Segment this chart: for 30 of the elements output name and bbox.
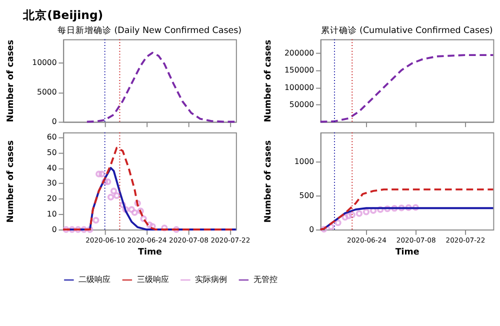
y-tick-label: 60 <box>46 132 57 142</box>
y-tick-label: 150000 <box>284 66 314 75</box>
y-tick-label: 0 <box>52 117 57 126</box>
y-tick-label: 1000 <box>294 157 314 166</box>
y-axis-title: Number of cases <box>6 140 16 223</box>
y-tick-label: 200000 <box>284 48 314 58</box>
y-tick-label: 0 <box>52 224 57 234</box>
x-axis-title: Time <box>395 247 420 258</box>
x-axis-title: Time <box>138 247 162 258</box>
text: 北京(Beijing) <box>22 8 104 22</box>
legend-label: 实际病例 <box>195 274 228 284</box>
y-tick-label: 20 <box>46 194 57 204</box>
y-tick-label: 50 <box>46 148 57 157</box>
y-axis-title: Number of cases <box>263 40 274 122</box>
legend-label: 三级响应 <box>136 274 169 284</box>
y-tick-label: 30 <box>46 178 57 188</box>
y-tick-label: 100000 <box>284 82 314 92</box>
y-axis-title: Number of cases <box>263 140 274 223</box>
chart-title: 每日新增确诊 (Daily New Confirmed Cases) <box>57 24 242 36</box>
legend-label: 二级响应 <box>78 274 111 284</box>
y-tick-label: 0 <box>309 224 314 234</box>
y-tick-label: 10 <box>46 210 57 219</box>
y-tick-label: 5000 <box>37 88 57 97</box>
y-tick-label: 50000 <box>289 100 314 109</box>
y-tick-label: 10000 <box>32 58 57 68</box>
y-tick-label: 40 <box>46 163 57 172</box>
legend-label: 无管控 <box>253 274 278 284</box>
y-axis-title: Number of cases <box>6 40 16 122</box>
y-tick-label: 500 <box>299 190 314 200</box>
chart-title: 累计确诊 (Cumulative Confirmed Cases) <box>320 24 493 36</box>
